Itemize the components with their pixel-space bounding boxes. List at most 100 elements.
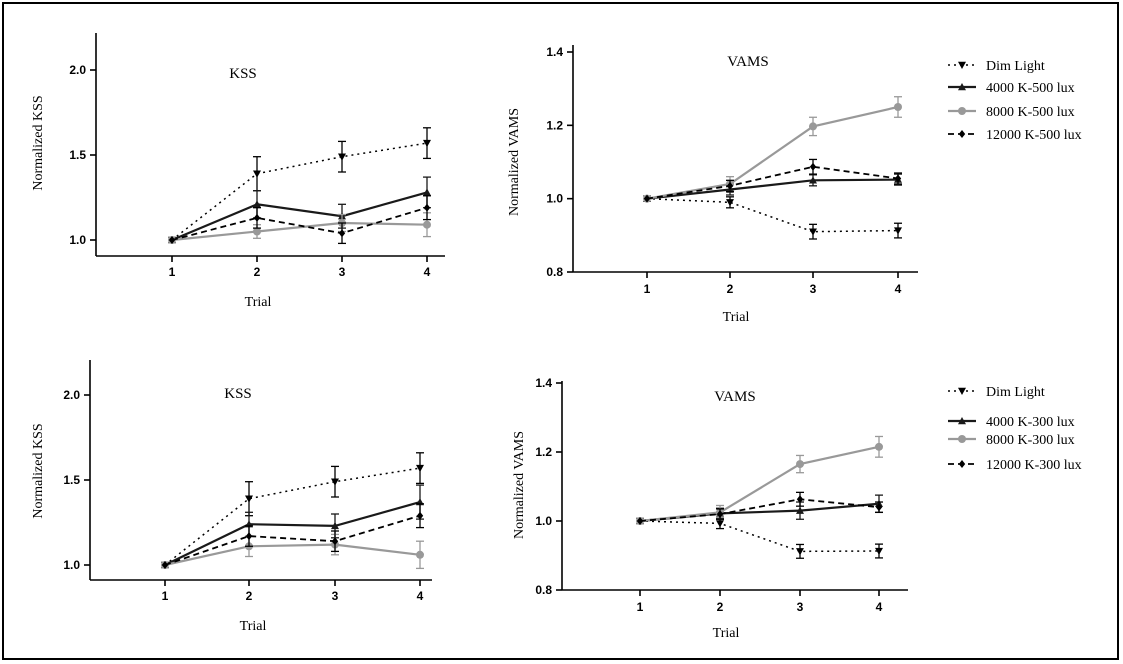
data-point [423,203,431,212]
data-point [809,122,817,131]
y-tick-label: 1.0 [69,233,86,247]
series-12000-k-300-lux [161,503,424,569]
data-point [416,511,424,520]
data-point [331,537,339,546]
x-axis-label: Trial [245,295,272,310]
data-point [245,495,253,503]
y-tick-label: 1.2 [535,445,552,459]
y-axis-label: Normalized VAMS [512,431,527,539]
chart-title: VAMS [714,389,755,405]
data-point [894,174,902,183]
legend-label: 4000 K-500 lux [986,81,1075,96]
series-line [646,197,899,233]
y-tick-label: 1.0 [546,192,563,206]
legend-marker [958,435,966,443]
y-tick-label: 0.8 [535,583,552,597]
series-line [171,191,428,242]
data-point [423,139,431,148]
data-point [416,464,424,473]
data-point [894,103,902,111]
y-tick-label: 1.4 [535,376,552,390]
data-point [423,220,431,229]
y-tick-label: 2.0 [69,63,86,77]
series-8000-k-300-lux [161,533,424,570]
x-tick-label: 1 [644,282,651,296]
chart-title: VAMS [727,54,768,70]
series-line [171,221,428,242]
data-point [338,153,346,161]
legend-label: 12000 K-300 lux [986,458,1082,473]
series-8000-k-500-lux [168,212,431,244]
series-line [164,467,421,566]
data-point [809,176,817,184]
legend-marker [958,387,966,395]
x-tick-label: 1 [162,589,169,603]
x-axis-label: Trial [723,310,750,325]
series-line [646,178,899,200]
series-12000-k-300-lux [636,491,883,525]
y-axis-label: Normalized KSS [31,95,46,190]
y-tick-label: 1.5 [63,473,80,487]
data-point [875,442,883,451]
chart-panel-4: 0.8 1.0 1.2 1.4 1 2 3 4 VAMS Trial Normalized VAMS… [512,376,1082,641]
x-tick-label: 4 [895,282,902,296]
chart-title: KSS [229,66,257,82]
legend-item: 8000 K-300 lux [948,433,1075,448]
x-tick-label: 1 [169,265,176,279]
x-tick-label: 3 [810,282,817,296]
y-tick-label: 1.5 [69,148,86,162]
series-4000-k-500-lux [168,176,431,244]
y-tick-label: 1.0 [63,558,80,572]
legend-item: 12000 K-300 lux [948,458,1082,473]
x-tick-label: 2 [254,265,261,279]
data-point [253,170,261,178]
series-dim-light [636,517,883,559]
series-line [171,206,428,241]
chart-panel-1: 1.0 1.5 2.0 1 2 3 4 KSS Trial Normalized KSS [31,33,445,310]
data-point [416,550,424,559]
series-12000-k-500-lux [643,158,902,203]
data-point [245,532,253,541]
data-point [253,200,261,208]
data-point [161,561,169,569]
x-tick-label: 4 [417,589,424,603]
data-point [726,199,734,207]
data-point [636,517,644,525]
data-point [726,181,734,190]
x-tick-label: 4 [424,265,431,279]
series-4000-k-500-lux [643,173,902,202]
legend-marker [958,130,966,138]
x-axis-label: Trial [713,626,740,641]
x-tick-label: 3 [339,265,346,279]
data-point [796,548,804,556]
data-point [253,213,261,222]
x-tick-label: 2 [727,282,734,296]
x-tick-label: 1 [637,600,644,614]
data-point [423,188,431,196]
legend-marker [958,61,966,69]
chart-panel-3: 1.0 1.5 2.0 1 2 3 4 KSS Trial Normalized KSS [31,360,432,634]
series-4000-k-300-lux [636,494,883,525]
legend-marker [958,83,966,91]
series-line [639,498,880,522]
series-line [646,105,899,200]
x-tick-label: 3 [797,600,804,614]
data-point [809,162,817,171]
x-tick-label: 2 [246,589,253,603]
legend-item: Dim Light [948,59,1045,74]
data-point [796,460,804,469]
data-point [331,521,339,530]
data-point [338,229,346,238]
series-dim-light [643,195,902,240]
series-8000-k-500-lux [643,96,902,203]
legend-item: 12000 K-500 lux [948,128,1082,143]
data-point [168,236,176,244]
data-point [894,227,902,235]
legend-label: 12000 K-500 lux [986,128,1082,143]
data-point [796,506,804,514]
legend-label: 8000 K-500 lux [986,105,1075,120]
data-point [331,478,339,486]
data-point [253,227,261,236]
x-tick-label: 2 [717,600,724,614]
